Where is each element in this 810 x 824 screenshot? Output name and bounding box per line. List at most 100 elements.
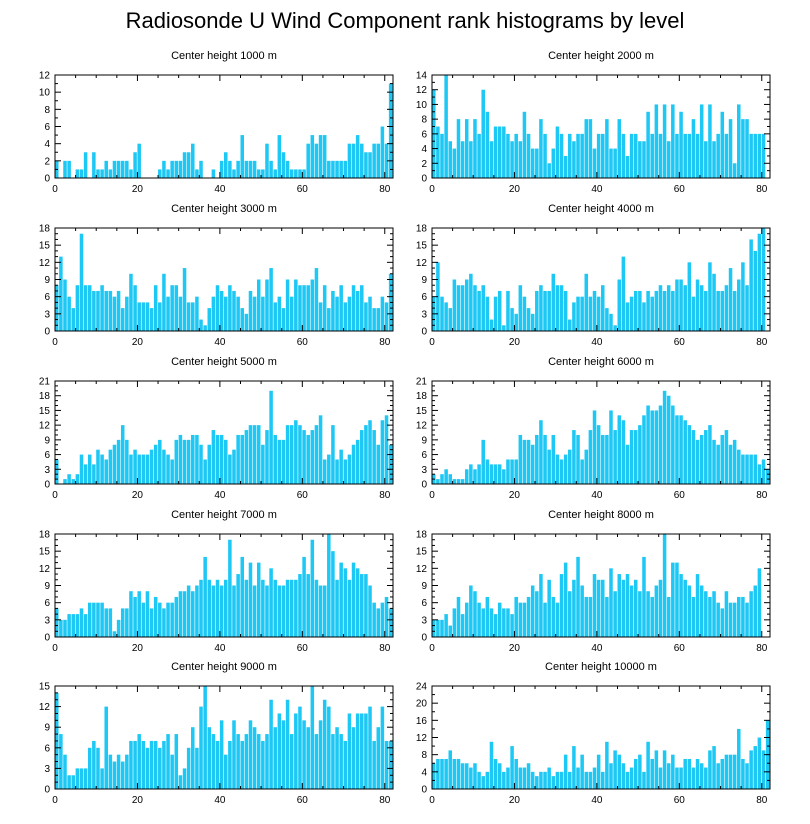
histogram-bar: [133, 596, 137, 637]
histogram-bar: [695, 133, 700, 178]
histogram-bar: [166, 602, 170, 637]
histogram-bar: [314, 268, 319, 331]
histogram-bar: [269, 390, 273, 484]
histogram-bar: [440, 758, 444, 789]
histogram-bar: [629, 430, 634, 484]
histogram-bar: [100, 169, 104, 178]
histogram-bar: [679, 279, 683, 331]
histogram-bar: [452, 479, 457, 484]
histogram-bar: [162, 608, 166, 637]
histogram-bar: [302, 430, 306, 484]
histogram-bar: [327, 160, 331, 178]
histogram-bar: [699, 104, 704, 178]
histogram-bar: [695, 574, 700, 637]
histogram-bar: [625, 444, 630, 484]
histogram-bar: [195, 296, 199, 331]
histogram-bar: [170, 285, 174, 331]
histogram-bar: [683, 285, 687, 331]
histogram-bar: [473, 469, 477, 484]
y-tick-label: 0: [44, 633, 50, 644]
x-tick-label: 60: [297, 643, 309, 654]
histogram-bar: [153, 444, 158, 484]
histogram-bar: [745, 119, 749, 178]
histogram-bar: [261, 296, 265, 331]
x-tick-label: 60: [674, 337, 686, 348]
histogram-bar: [753, 746, 758, 789]
histogram-bar: [609, 313, 613, 331]
histogram-bar: [174, 734, 179, 789]
y-tick-label: 12: [39, 421, 51, 432]
histogram-bar: [691, 596, 696, 637]
y-tick-label: 3: [44, 615, 50, 626]
histogram-bar: [269, 699, 273, 789]
y-tick-label: 0: [421, 633, 427, 644]
histogram-bar: [691, 296, 696, 331]
histogram-bar: [228, 740, 232, 789]
histogram-bar: [75, 474, 80, 484]
histogram-bar: [605, 596, 609, 637]
histogram-bar: [182, 591, 187, 637]
histogram-bar: [59, 256, 63, 331]
histogram-bar: [761, 459, 766, 484]
histogram-bar: [477, 464, 481, 484]
histogram-bar: [302, 169, 306, 178]
histogram-bar: [186, 302, 191, 331]
panel-title: Center height 5000 m: [171, 356, 277, 368]
histogram-bar: [112, 761, 117, 789]
histogram-bar: [650, 133, 654, 178]
histogram-bar: [621, 256, 626, 331]
histogram-bar: [720, 758, 725, 789]
y-tick-label: 0: [44, 785, 50, 796]
histogram-bar: [120, 761, 125, 789]
histogram-bar: [436, 126, 440, 178]
histogram-bar: [530, 444, 535, 484]
histogram-bar: [232, 449, 236, 484]
histogram-bar: [518, 602, 523, 637]
histogram-bar: [285, 579, 290, 637]
histogram-bar: [294, 279, 298, 331]
y-tick-label: 15: [416, 547, 428, 558]
histogram-bar: [576, 296, 580, 331]
histogram-bar: [510, 308, 514, 331]
histogram-bar: [535, 290, 539, 331]
histogram-bar: [563, 155, 568, 178]
histogram-bar: [596, 425, 601, 484]
y-tick-label: 3: [421, 309, 427, 320]
histogram-bar: [55, 608, 59, 637]
histogram-bar: [170, 754, 174, 789]
histogram-bar: [351, 727, 356, 789]
histogram-bar: [372, 740, 376, 789]
histogram-bar: [448, 308, 453, 331]
histogram-bar: [318, 415, 323, 484]
histogram-bar: [211, 296, 216, 331]
panel-title: Center height 10000 m: [545, 661, 657, 673]
histogram-bar: [629, 133, 634, 178]
histogram-bar: [469, 464, 473, 484]
histogram-bar: [215, 434, 220, 484]
histogram-bar: [481, 89, 485, 178]
histogram-bar: [112, 296, 117, 331]
histogram-bar: [215, 285, 220, 331]
histogram-bar: [456, 596, 461, 637]
histogram-bar: [79, 169, 84, 178]
panel-title: Center height 6000 m: [548, 356, 654, 368]
histogram-bar: [662, 534, 667, 637]
histogram-bar: [510, 459, 514, 484]
histogram-bar: [199, 319, 203, 331]
histogram-bar: [335, 459, 339, 484]
histogram-bar: [464, 763, 469, 789]
histogram-bar: [650, 296, 654, 331]
histogram-bar: [153, 740, 158, 789]
histogram-bar: [277, 585, 282, 637]
histogram-bar: [436, 619, 440, 637]
histogram-bar: [347, 296, 352, 331]
histogram-bar: [252, 296, 257, 331]
histogram-bar: [720, 111, 725, 178]
x-tick-label: 60: [674, 795, 686, 806]
histogram-bar: [464, 469, 469, 484]
histogram-bar: [269, 160, 273, 178]
histogram-bar: [761, 750, 766, 790]
histogram-bar: [327, 454, 331, 484]
histogram-bar: [691, 430, 696, 484]
histogram-bar: [737, 596, 741, 637]
